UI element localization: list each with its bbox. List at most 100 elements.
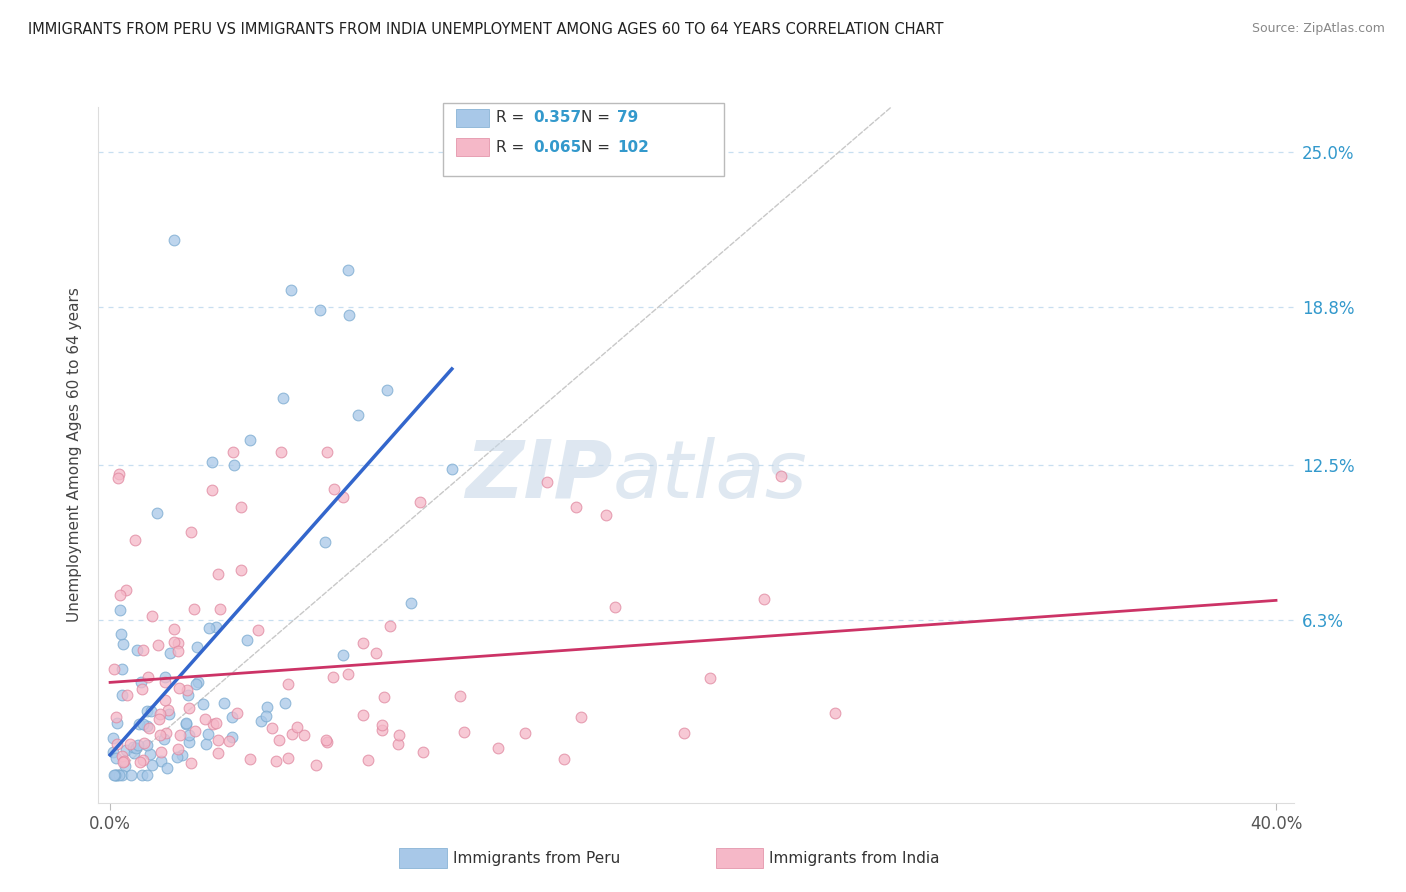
Point — [309, 302, 332, 317]
Point — [159, 646, 181, 660]
Point — [332, 491, 354, 505]
Point — [150, 754, 173, 768]
Point — [176, 689, 198, 703]
Point — [112, 754, 135, 768]
Point — [176, 682, 198, 697]
Point — [169, 728, 191, 742]
Point — [136, 705, 159, 719]
Point — [138, 721, 160, 735]
Point — [146, 638, 169, 652]
Point — [104, 710, 127, 724]
Point — [131, 768, 153, 782]
Point — [195, 737, 218, 751]
Point — [104, 768, 127, 782]
Point — [271, 391, 294, 405]
Point — [699, 671, 721, 685]
Point — [412, 745, 434, 759]
Point — [222, 458, 245, 472]
Point — [172, 747, 194, 762]
Point — [108, 588, 131, 602]
Point — [107, 768, 129, 782]
Point — [254, 708, 277, 723]
Point — [107, 471, 129, 485]
Point — [120, 768, 142, 782]
Point — [101, 731, 124, 746]
Point — [110, 627, 132, 641]
Point — [163, 233, 186, 247]
Point — [148, 712, 170, 726]
Point — [212, 696, 235, 710]
Point — [280, 283, 302, 297]
Text: IMMIGRANTS FROM PERU VS IMMIGRANTS FROM INDIA UNEMPLOYMENT AMONG AGES 60 TO 64 Y: IMMIGRANTS FROM PERU VS IMMIGRANTS FROM … — [28, 22, 943, 37]
Point — [371, 718, 394, 732]
Point — [110, 749, 132, 764]
Point — [513, 725, 536, 739]
Text: Immigrants from India: Immigrants from India — [769, 851, 939, 865]
Point — [205, 620, 228, 634]
Point — [153, 670, 176, 684]
Point — [323, 482, 346, 496]
Point — [595, 508, 617, 522]
Point — [153, 693, 176, 707]
Point — [536, 475, 558, 490]
Point — [127, 738, 149, 752]
Point — [229, 563, 252, 577]
Point — [163, 622, 186, 636]
Point — [155, 725, 177, 739]
Point — [337, 308, 360, 322]
Point — [264, 754, 287, 768]
Point — [387, 737, 409, 751]
Point — [105, 737, 128, 751]
Point — [371, 723, 394, 737]
Point — [672, 726, 695, 740]
Point — [124, 533, 146, 547]
Point — [105, 750, 128, 764]
Point — [197, 621, 219, 635]
Point — [280, 726, 302, 740]
Point — [129, 755, 152, 769]
Text: 0.065: 0.065 — [533, 140, 581, 154]
Point — [105, 768, 128, 782]
Point — [136, 719, 159, 733]
Point — [108, 467, 131, 481]
Point — [146, 506, 169, 520]
Point — [183, 602, 205, 616]
Point — [111, 662, 134, 676]
Point — [157, 706, 180, 721]
Point — [440, 462, 463, 476]
Point — [174, 717, 197, 731]
Text: R =: R = — [496, 140, 530, 154]
Point — [166, 742, 188, 756]
Point — [115, 582, 138, 597]
Point — [605, 600, 627, 615]
Point — [274, 696, 297, 710]
Point — [139, 704, 162, 718]
Point — [314, 535, 336, 549]
Point — [222, 445, 245, 459]
Point — [132, 736, 155, 750]
Point — [149, 706, 172, 721]
Point — [184, 724, 207, 739]
Point — [179, 735, 201, 749]
Text: N =: N = — [581, 140, 614, 154]
Point — [155, 674, 177, 689]
Point — [208, 602, 231, 616]
Text: Immigrants from Peru: Immigrants from Peru — [453, 851, 620, 865]
Point — [332, 648, 354, 663]
Text: 79: 79 — [617, 111, 638, 125]
Point — [364, 646, 387, 660]
Point — [453, 724, 475, 739]
Point — [388, 728, 411, 742]
Point — [128, 716, 150, 731]
Point — [105, 716, 128, 731]
Point — [285, 720, 308, 734]
Point — [201, 455, 224, 469]
Y-axis label: Unemployment Among Ages 60 to 64 years: Unemployment Among Ages 60 to 64 years — [67, 287, 83, 623]
Point — [305, 758, 328, 772]
Point — [486, 741, 509, 756]
Point — [112, 637, 135, 651]
Point — [218, 734, 240, 748]
Point — [131, 682, 153, 697]
Point — [375, 383, 398, 397]
Point — [163, 635, 186, 649]
